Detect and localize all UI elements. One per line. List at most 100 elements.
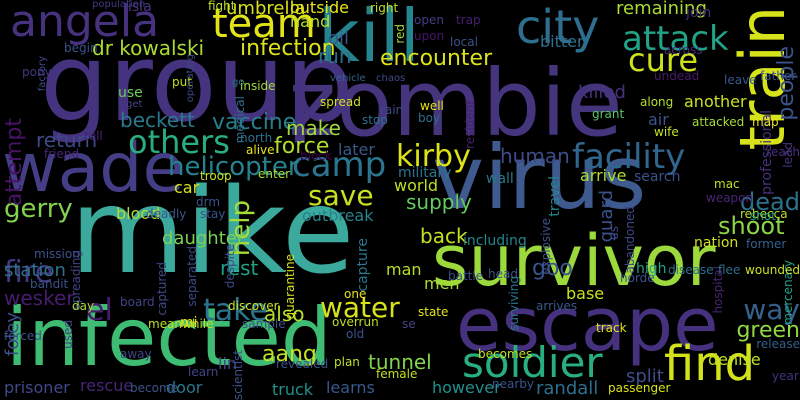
word-nation: nation: [694, 235, 739, 251]
word-remaining: remaining: [616, 0, 707, 19]
word-car: car: [174, 178, 200, 197]
word-umbrella: umbrella: [226, 0, 306, 19]
word-nearby: nearby: [492, 377, 534, 391]
word-tell: tell: [84, 129, 103, 143]
word-lin: lin: [218, 354, 238, 373]
word-human: human: [500, 144, 570, 168]
word-run: run: [318, 44, 352, 68]
word-trap: trap: [456, 13, 481, 27]
word-local: local: [450, 35, 478, 49]
word-head: head: [488, 267, 518, 281]
word-city: city: [516, 0, 600, 54]
word-randall: randall: [536, 378, 599, 399]
word-green: green: [736, 318, 800, 343]
word-boy: boy: [418, 111, 441, 125]
word-wounded: wounded: [745, 263, 800, 277]
word-stay: stay: [200, 207, 226, 221]
word-track: track: [596, 321, 627, 335]
word-military: military: [398, 165, 452, 181]
word-however: however: [432, 378, 501, 397]
word-use: use: [118, 85, 143, 101]
word-flee: flee: [718, 263, 741, 277]
word-learn: learn: [188, 365, 219, 379]
word-stop: stop: [362, 113, 388, 127]
word-man: man: [386, 260, 422, 279]
word-killed: killed: [578, 82, 626, 103]
word-attack: attack: [622, 19, 729, 59]
word-outbreak: outbreak: [302, 206, 374, 225]
word-along: along: [640, 95, 674, 109]
word-former: former: [746, 237, 787, 251]
word-arrives: arrives: [536, 299, 578, 313]
word-across: across: [664, 43, 703, 57]
word-becomes: becomes: [478, 347, 533, 361]
word-north: north: [240, 131, 273, 145]
word-helicopter: helicopter: [168, 152, 299, 182]
word-plan: plan: [334, 355, 360, 369]
word-rain: rain: [380, 103, 404, 117]
word-denise: denise: [708, 350, 761, 369]
word-soldier: soldier: [462, 338, 603, 387]
word-state: state: [418, 305, 449, 319]
word-men: men: [424, 274, 460, 293]
word-weapon: weapon: [706, 191, 754, 205]
word-surviving: surviving: [507, 276, 521, 331]
word-infection: infection: [240, 36, 336, 61]
word-base: base: [566, 284, 605, 303]
word-population: population: [92, 0, 146, 10]
word-quarantine: quarantine: [283, 254, 297, 320]
word-supply: supply: [406, 190, 472, 214]
word-wife: wife: [654, 125, 679, 139]
word-wall: wall: [486, 171, 514, 187]
word-el: el: [86, 293, 113, 328]
word-encounter: encounter: [380, 46, 493, 71]
word-used: used: [61, 320, 75, 349]
word-angela: angela: [10, 0, 160, 47]
word-scientist: scientist: [231, 349, 245, 400]
word-shoot: shoot: [718, 212, 785, 240]
word-horde: horde: [620, 271, 655, 285]
word-undead: undead: [654, 69, 700, 83]
word-despite: despite: [223, 244, 237, 289]
word-red: red: [393, 24, 407, 44]
word-survivor: survivor: [432, 220, 716, 302]
word-find: find: [664, 336, 756, 392]
word-mac: mac: [714, 177, 740, 191]
word-arrive: arrive: [580, 166, 627, 185]
word-isla: isla: [128, 0, 152, 15]
word-female: female: [376, 367, 418, 381]
word-deadly: deadly: [146, 207, 187, 221]
word-join: join: [686, 5, 712, 21]
word-map: map: [752, 115, 779, 129]
word-resident: resident: [463, 100, 477, 149]
word-goo: goo: [532, 256, 573, 281]
word-passenger: passenger: [608, 381, 671, 395]
word-back: back: [420, 224, 468, 248]
word-capture: capture: [355, 238, 371, 292]
word-father: father: [760, 69, 797, 83]
word-enter: enter: [258, 167, 291, 181]
word-prisoner: prisoner: [4, 378, 70, 397]
word-camp: camp: [292, 145, 387, 185]
word-release: release: [756, 337, 800, 351]
word-upon: upon: [414, 29, 445, 43]
word-us: us: [607, 226, 621, 240]
word-return: return: [36, 128, 98, 152]
word-outside: outside: [290, 0, 349, 17]
word-right: right: [370, 1, 399, 15]
word-others: others: [128, 123, 230, 161]
word-well: well: [420, 99, 444, 113]
word-sample: sample: [242, 317, 286, 331]
word-water: water: [320, 291, 400, 324]
word-rest: rest: [220, 256, 259, 280]
word-go: go: [232, 77, 245, 88]
word-wade: wade: [2, 129, 185, 208]
word-begin: begin: [64, 41, 98, 55]
word-put: put: [172, 75, 192, 89]
word-reach: reach: [766, 145, 800, 159]
word-pony: pony: [22, 65, 52, 79]
word-hand: hand: [290, 12, 331, 31]
word-revealed: revealed: [276, 357, 329, 371]
word-grant: grant: [592, 107, 625, 121]
